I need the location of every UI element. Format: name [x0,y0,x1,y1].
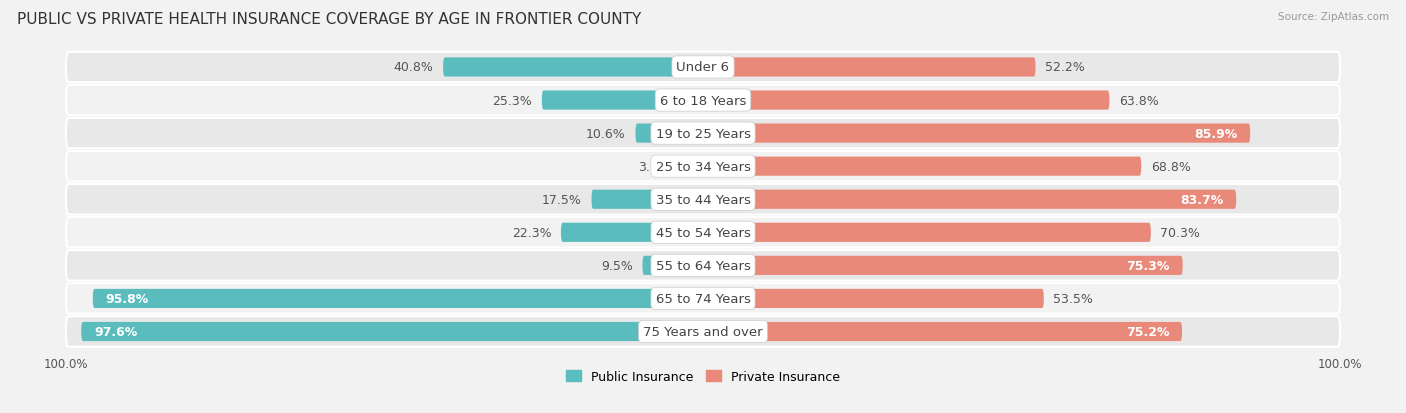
Text: 9.5%: 9.5% [600,259,633,272]
Text: PUBLIC VS PRIVATE HEALTH INSURANCE COVERAGE BY AGE IN FRONTIER COUNTY: PUBLIC VS PRIVATE HEALTH INSURANCE COVER… [17,12,641,27]
FancyBboxPatch shape [66,284,1340,314]
Text: 95.8%: 95.8% [105,292,149,305]
FancyBboxPatch shape [82,322,703,341]
FancyBboxPatch shape [703,58,1036,77]
FancyBboxPatch shape [66,316,1340,347]
Text: 75.3%: 75.3% [1126,259,1170,272]
FancyBboxPatch shape [703,91,1109,110]
Text: 40.8%: 40.8% [394,61,433,74]
FancyBboxPatch shape [66,251,1340,281]
FancyBboxPatch shape [703,322,1182,341]
FancyBboxPatch shape [443,58,703,77]
FancyBboxPatch shape [703,223,1152,242]
Text: 17.5%: 17.5% [543,193,582,206]
Text: 3.7%: 3.7% [638,160,669,173]
Text: Source: ZipAtlas.com: Source: ZipAtlas.com [1278,12,1389,22]
FancyBboxPatch shape [541,91,703,110]
FancyBboxPatch shape [636,124,703,143]
FancyBboxPatch shape [66,152,1340,182]
Text: 68.8%: 68.8% [1152,160,1191,173]
FancyBboxPatch shape [93,289,703,308]
FancyBboxPatch shape [66,85,1340,116]
Text: 70.3%: 70.3% [1160,226,1201,239]
Text: 25.3%: 25.3% [492,94,533,107]
Text: 52.2%: 52.2% [1045,61,1085,74]
Text: 53.5%: 53.5% [1053,292,1094,305]
Text: 6 to 18 Years: 6 to 18 Years [659,94,747,107]
Text: 97.6%: 97.6% [94,325,138,338]
FancyBboxPatch shape [703,256,1182,275]
Text: 63.8%: 63.8% [1119,94,1159,107]
Text: 65 to 74 Years: 65 to 74 Years [655,292,751,305]
FancyBboxPatch shape [66,218,1340,248]
Text: 83.7%: 83.7% [1180,193,1223,206]
Text: 75.2%: 75.2% [1126,325,1170,338]
FancyBboxPatch shape [703,157,1142,176]
FancyBboxPatch shape [592,190,703,209]
FancyBboxPatch shape [703,289,1043,308]
Text: Under 6: Under 6 [676,61,730,74]
FancyBboxPatch shape [703,190,1236,209]
Text: 55 to 64 Years: 55 to 64 Years [655,259,751,272]
FancyBboxPatch shape [66,119,1340,149]
Text: 22.3%: 22.3% [512,226,551,239]
Text: 19 to 25 Years: 19 to 25 Years [655,127,751,140]
Text: 75 Years and over: 75 Years and over [643,325,763,338]
Text: 35 to 44 Years: 35 to 44 Years [655,193,751,206]
Legend: Public Insurance, Private Insurance: Public Insurance, Private Insurance [561,365,845,388]
Text: 25 to 34 Years: 25 to 34 Years [655,160,751,173]
FancyBboxPatch shape [66,185,1340,215]
FancyBboxPatch shape [679,157,703,176]
FancyBboxPatch shape [561,223,703,242]
Text: 85.9%: 85.9% [1194,127,1237,140]
FancyBboxPatch shape [66,52,1340,83]
FancyBboxPatch shape [643,256,703,275]
FancyBboxPatch shape [703,124,1250,143]
Text: 10.6%: 10.6% [586,127,626,140]
Text: 45 to 54 Years: 45 to 54 Years [655,226,751,239]
